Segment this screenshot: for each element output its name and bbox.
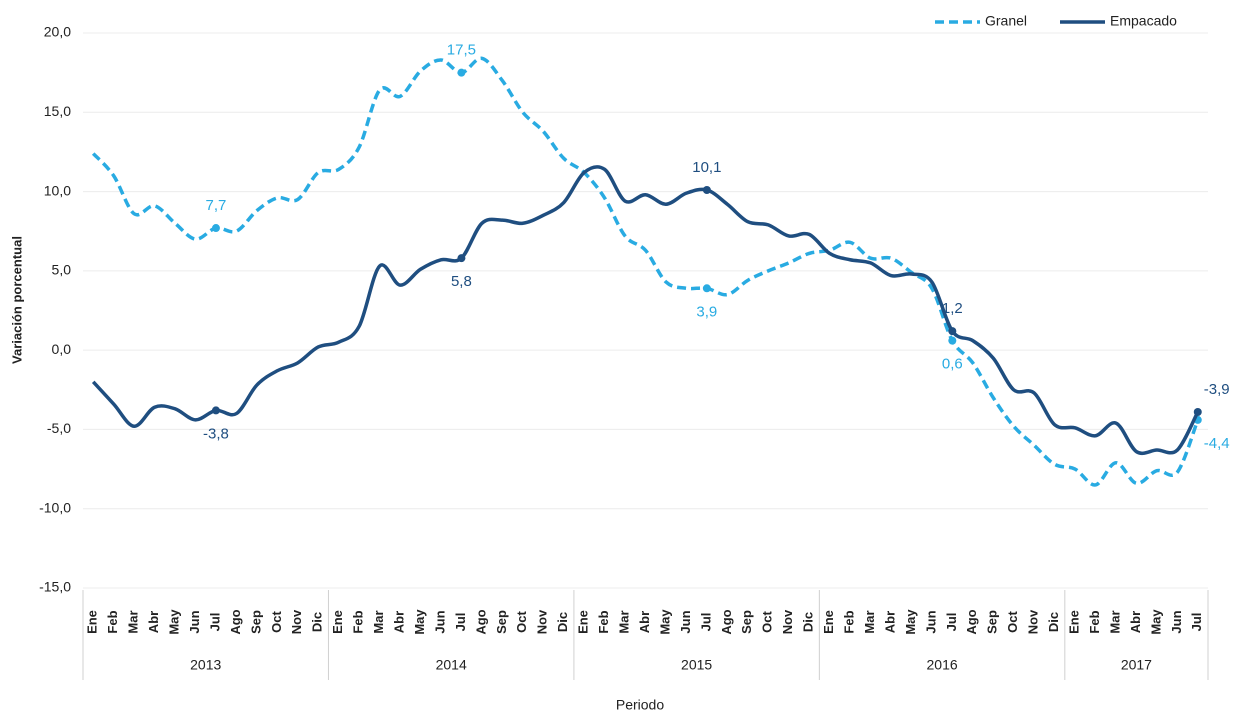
x-tick-label: Jun xyxy=(187,610,202,633)
x-tick-label: Mar xyxy=(862,610,877,633)
x-tick-label: Oct xyxy=(514,610,529,632)
x-tick-label: Oct xyxy=(269,610,284,632)
data-label: 17,5 xyxy=(447,42,476,59)
data-label: 7,7 xyxy=(206,197,227,214)
x-tick-label: Ene xyxy=(576,610,591,634)
x-tick-label: Dic xyxy=(1046,612,1061,632)
x-tick-label: Sep xyxy=(248,610,263,634)
x-tick-label: May xyxy=(1148,609,1163,635)
x-tick-label: Jun xyxy=(432,610,447,633)
x-tick-label: Mar xyxy=(126,610,141,633)
x-tick-label: Jul xyxy=(1189,613,1204,632)
x-tick-label: Mar xyxy=(371,610,386,633)
point-marker xyxy=(457,68,466,77)
point-marker xyxy=(1193,407,1202,416)
x-group-label: 2017 xyxy=(1121,657,1152,673)
x-axis-label: Periodo xyxy=(616,697,664,713)
x-tick-label: Dic xyxy=(310,612,325,632)
x-tick-label: Sep xyxy=(494,610,509,634)
x-tick-label: Abr xyxy=(882,611,897,633)
x-group-label: 2013 xyxy=(190,657,221,673)
x-tick-label: Abr xyxy=(637,611,652,633)
data-label: 5,8 xyxy=(451,273,472,290)
x-tick-label: Ago xyxy=(719,609,734,634)
x-tick-label: May xyxy=(412,609,427,635)
data-label: 1,2 xyxy=(942,300,963,317)
data-label: 10,1 xyxy=(692,159,721,176)
y-axis-label: Variación porcentual xyxy=(9,236,24,364)
data-label: -3,9 xyxy=(1204,381,1230,398)
x-tick-label: Feb xyxy=(105,610,120,633)
x-tick-label: Jul xyxy=(453,613,468,632)
x-tick-label: Abr xyxy=(146,611,161,633)
x-tick-label: May xyxy=(166,609,181,635)
data-label: -4,4 xyxy=(1204,435,1230,452)
x-tick-label: Sep xyxy=(985,610,1000,634)
x-tick-label: Feb xyxy=(841,610,856,633)
x-tick-label: Sep xyxy=(739,610,754,634)
x-tick-label: Jul xyxy=(207,613,222,632)
y-tick-label: -5,0 xyxy=(47,420,71,436)
y-tick-label: 0,0 xyxy=(52,341,72,357)
x-tick-label: Feb xyxy=(1087,610,1102,633)
data-label: 0,6 xyxy=(942,356,963,373)
x-tick-label: Ene xyxy=(85,610,100,634)
point-marker xyxy=(211,224,220,233)
x-tick-label: Mar xyxy=(616,610,631,633)
x-tick-label: Oct xyxy=(1005,610,1020,632)
x-group-label: 2016 xyxy=(927,657,958,673)
y-tick-label: -15,0 xyxy=(39,579,71,595)
y-tick-label: 10,0 xyxy=(44,182,71,198)
series-line xyxy=(91,56,1200,487)
x-tick-label: Dic xyxy=(555,612,570,632)
x-tick-label: Nov xyxy=(780,609,795,634)
x-tick-label: Jun xyxy=(678,610,693,633)
point-marker xyxy=(948,327,957,336)
point-marker xyxy=(702,185,711,194)
x-tick-label: Jul xyxy=(944,613,959,632)
x-tick-label: Nov xyxy=(535,609,550,634)
x-tick-label: Dic xyxy=(801,612,816,632)
point-marker xyxy=(457,254,466,263)
y-tick-label: 20,0 xyxy=(44,24,71,40)
data-label: 3,9 xyxy=(696,303,717,320)
x-tick-label: Nov xyxy=(1026,609,1041,634)
x-group-label: 2014 xyxy=(436,657,467,673)
x-tick-label: Abr xyxy=(1128,611,1143,633)
x-tick-label: Jun xyxy=(1169,610,1184,633)
x-tick-label: Ago xyxy=(964,609,979,634)
y-tick-label: -10,0 xyxy=(39,499,71,515)
point-marker xyxy=(948,336,957,345)
point-marker xyxy=(702,284,711,293)
data-label: -3,8 xyxy=(203,425,229,442)
x-tick-label: Ene xyxy=(1066,610,1081,634)
x-tick-label: Jul xyxy=(698,613,713,632)
x-tick-label: Oct xyxy=(760,610,775,632)
x-tick-label: Feb xyxy=(351,610,366,633)
x-group-label: 2015 xyxy=(681,657,712,673)
x-tick-label: Nov xyxy=(289,609,304,634)
legend-label: Empacado xyxy=(1110,13,1177,29)
series-line xyxy=(91,165,1200,456)
x-tick-label: Jun xyxy=(923,610,938,633)
x-tick-label: Ago xyxy=(473,609,488,634)
x-tick-label: May xyxy=(657,609,672,635)
x-tick-label: Feb xyxy=(596,610,611,633)
y-tick-label: 5,0 xyxy=(52,262,72,278)
x-tick-label: Abr xyxy=(391,611,406,633)
y-tick-label: 15,0 xyxy=(44,103,71,119)
x-tick-label: May xyxy=(903,609,918,635)
x-tick-label: Ago xyxy=(228,609,243,634)
x-tick-label: Ene xyxy=(330,610,345,634)
x-tick-label: Ene xyxy=(821,610,836,634)
legend-label: Granel xyxy=(985,13,1027,29)
x-tick-label: Mar xyxy=(1107,610,1122,633)
point-marker xyxy=(211,406,220,415)
